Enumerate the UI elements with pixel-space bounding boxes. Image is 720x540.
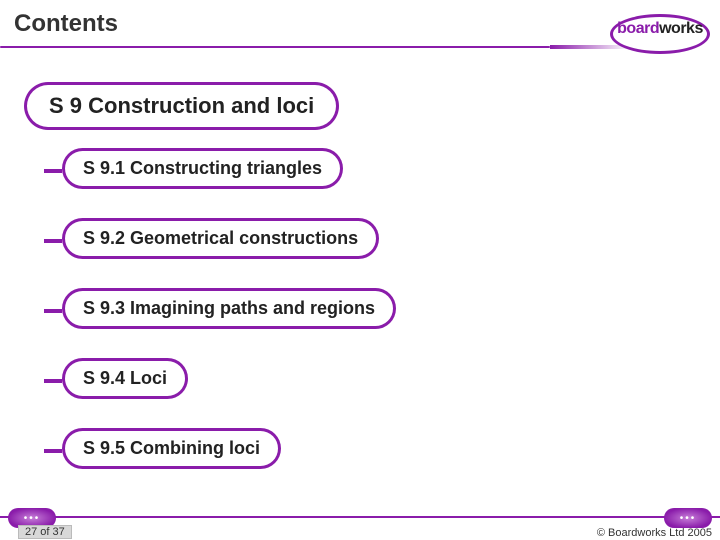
item-label: S 9.4 Loci — [65, 361, 185, 396]
item-label: S 9.3 Imagining paths and regions — [65, 291, 393, 326]
connector — [44, 379, 62, 383]
item-pill: S 9.1 Constructing triangles — [62, 148, 343, 189]
list-item[interactable]: S 9.4 Loci — [48, 358, 720, 404]
item-pill: S 9.3 Imagining paths and regions — [62, 288, 396, 329]
item-label: S 9.5 Combining loci — [65, 431, 278, 466]
content-area: S 9 Construction and loci S 9.1 Construc… — [0, 70, 720, 474]
connector — [44, 239, 62, 243]
list-item[interactable]: S 9.5 Combining loci — [48, 428, 720, 474]
main-heading-pill: S 9 Construction and loci — [24, 82, 339, 130]
logo-text: boardworks — [610, 20, 710, 38]
list-item[interactable]: S 9.2 Geometrical constructions — [48, 218, 720, 264]
main-heading-text: S 9 Construction and loci — [27, 85, 336, 127]
logo-text-part1: board — [617, 20, 659, 37]
list-item[interactable]: S 9.1 Constructing triangles — [48, 148, 720, 194]
copyright-text: © Boardworks Ltd 2005 — [597, 527, 712, 539]
item-pill: S 9.5 Combining loci — [62, 428, 281, 469]
footer-divider — [0, 516, 720, 518]
nav-next-button[interactable]: ••• — [664, 508, 712, 528]
list-item[interactable]: S 9.3 Imagining paths and regions — [48, 288, 720, 334]
logo: boardworks — [610, 6, 710, 58]
connector — [44, 169, 62, 173]
contents-list: S 9.1 Constructing triangles S 9.2 Geome… — [0, 148, 720, 474]
logo-text-part2: works — [659, 20, 703, 37]
item-pill: S 9.2 Geometrical constructions — [62, 218, 379, 259]
header: Contents boardworks — [0, 0, 720, 70]
footer: ••• ••• 27 of 37 © Boardworks Ltd 2005 — [0, 516, 720, 540]
dots-icon: ••• — [24, 513, 41, 524]
item-pill: S 9.4 Loci — [62, 358, 188, 399]
item-label: S 9.1 Constructing triangles — [65, 151, 340, 186]
page-indicator: 27 of 37 — [18, 525, 72, 539]
item-label: S 9.2 Geometrical constructions — [65, 221, 376, 256]
connector — [44, 309, 62, 313]
title-underline — [0, 46, 550, 48]
dots-icon: ••• — [680, 513, 697, 524]
connector — [44, 449, 62, 453]
